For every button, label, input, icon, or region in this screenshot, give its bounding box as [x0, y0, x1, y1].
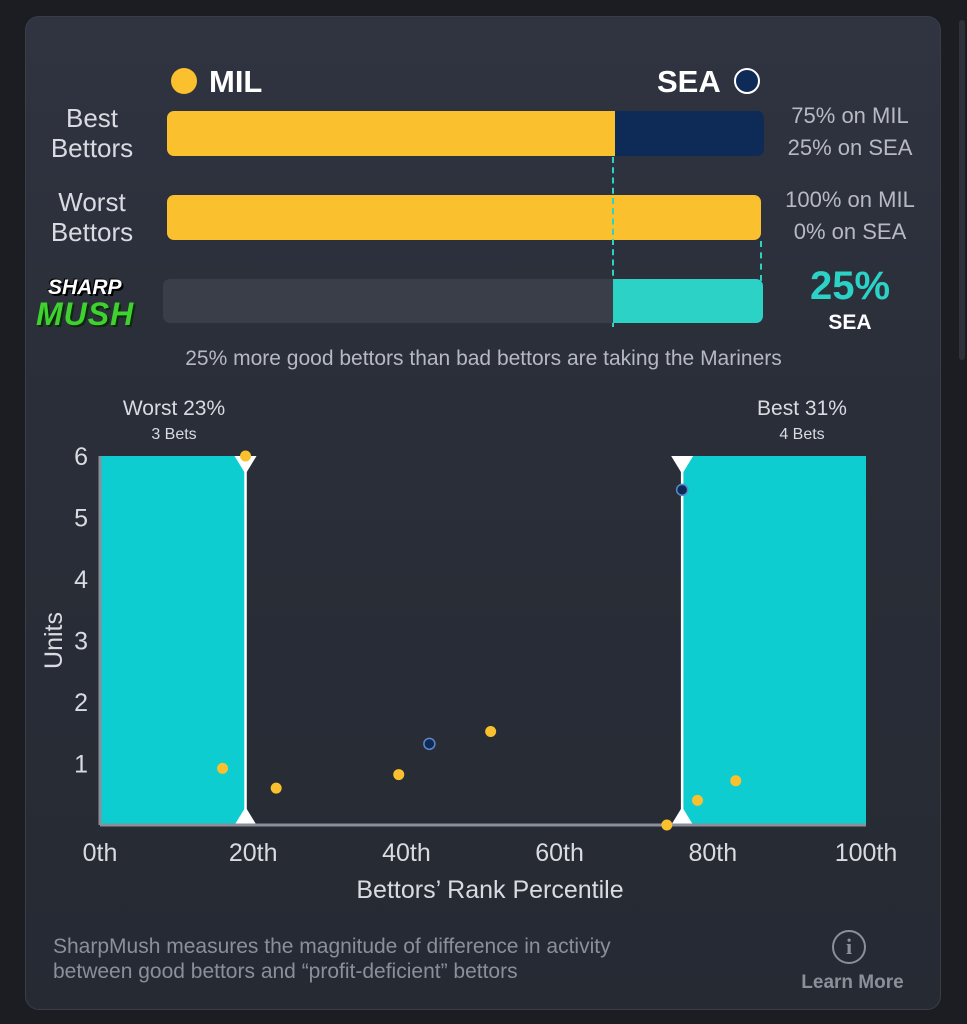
region-title-worst: Worst 23% [123, 397, 225, 420]
data-point-mil [217, 762, 229, 774]
worst-bettors-split: 100% on MIL 0% on SEA [770, 184, 930, 248]
worst-split-guide [760, 241, 762, 281]
best-bettors-label-line1: Best [65, 103, 119, 133]
x-tick-label: 60th [535, 839, 584, 867]
x-tick-label: 20th [229, 839, 278, 867]
learn-more-label: Learn More [801, 972, 904, 993]
team-left-name: MIL [209, 64, 263, 99]
y-tick-label: 2 [74, 689, 88, 717]
data-point-sea [423, 737, 436, 751]
data-point-sea [675, 483, 689, 497]
boundary-top-marker [671, 456, 694, 474]
region-subtitle-worst: 3 Bets [151, 426, 196, 443]
sharpmush-caption: 25% more good bettors than bad bettors a… [185, 347, 782, 370]
worst-bettors-mil-segment [167, 195, 761, 240]
data-point-mil [270, 782, 282, 794]
boundary-bottom-marker [234, 807, 257, 825]
x-tick-label: 80th [688, 839, 737, 867]
best-bettors-bar [167, 111, 764, 156]
y-tick-label: 5 [74, 505, 88, 533]
team-right-name: SEA [657, 64, 721, 99]
x-axis-label: Bettors’ Rank Percentile [356, 876, 623, 904]
info-icon: i [832, 930, 866, 964]
x-tick-label: 100th [835, 839, 898, 867]
y-tick-label: 3 [74, 628, 88, 656]
best-bettors-label-line2: Bettors [50, 133, 134, 163]
worst-bettors-label: Worst Bettors [27, 187, 157, 247]
best-bettors-label: Best Bettors [27, 103, 157, 163]
sharpmush-logo: SHARP MUSH [36, 276, 154, 336]
sharpmush-bar-fill [613, 279, 763, 323]
mil-dot-icon [171, 68, 197, 94]
sharpmush-logo-top: SHARP [48, 276, 122, 299]
best-bettors-split: 75% on MIL 25% on SEA [770, 100, 930, 164]
best-bettors-mil-pct: 75% on MIL [791, 103, 909, 128]
region-best [682, 456, 866, 825]
footer-description: SharpMush measures the magnitude of diff… [53, 934, 773, 984]
learn-more-button[interactable]: i Learn More [795, 930, 910, 996]
data-point-mil [485, 726, 497, 738]
worst-bettors-mil-pct: 100% on MIL [785, 187, 915, 212]
sharpmush-bar [163, 279, 763, 323]
data-point-mil [240, 450, 252, 462]
y-axis-label: Units [40, 612, 68, 669]
worst-bettors-sea-pct: 0% on SEA [793, 219, 907, 244]
sharpmush-value: 25% [809, 264, 891, 308]
worst-bettors-label-line2: Bettors [50, 217, 134, 247]
data-point-mil [393, 769, 405, 781]
footer-line2: between good bettors and “profit-deficie… [53, 960, 518, 983]
x-tick-label: 0th [83, 839, 118, 867]
boundary-top-marker [234, 456, 257, 474]
y-tick-label: 1 [74, 751, 88, 779]
y-tick-label: 6 [74, 443, 88, 471]
best-bettors-sea-pct: 25% on SEA [787, 135, 913, 160]
y-tick-label: 4 [74, 566, 88, 594]
sharpmush-team: SEA [828, 311, 872, 334]
best-split-guide [612, 157, 614, 327]
sea-dot-icon [734, 68, 760, 94]
worst-bettors-bar [167, 195, 761, 240]
data-point-mil [661, 819, 673, 831]
footer-line1: SharpMush measures the magnitude of diff… [53, 935, 611, 958]
best-bettors-mil-segment [167, 111, 615, 156]
page-scrollbar[interactable] [959, 20, 965, 360]
sharpmush-logo-bottom: MUSH [36, 296, 135, 332]
data-point-mil [730, 775, 742, 787]
data-point-mil [691, 794, 703, 806]
boundary-bottom-marker [671, 807, 694, 825]
worst-bettors-label-line1: Worst [58, 187, 126, 217]
region-subtitle-best: 4 Bets [779, 426, 824, 443]
region-title-best: Best 31% [757, 397, 847, 420]
x-tick-label: 40th [382, 839, 431, 867]
